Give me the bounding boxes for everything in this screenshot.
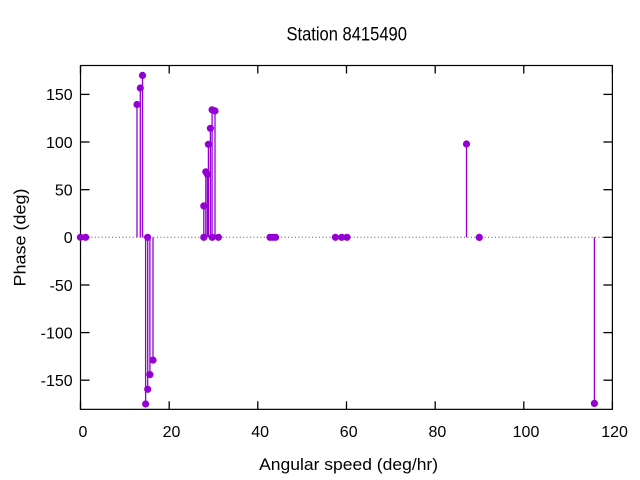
svg-text:80: 80 xyxy=(429,424,447,441)
svg-text:0: 0 xyxy=(64,230,73,247)
svg-text:100: 100 xyxy=(513,424,540,441)
svg-text:-50: -50 xyxy=(50,278,73,295)
svg-text:60: 60 xyxy=(340,424,358,441)
svg-text:-150: -150 xyxy=(41,373,73,390)
svg-text:50: 50 xyxy=(55,183,73,200)
svg-text:-100: -100 xyxy=(41,325,73,342)
svg-text:Angular speed (deg/hr): Angular speed (deg/hr) xyxy=(259,456,438,474)
svg-text:0: 0 xyxy=(78,424,87,441)
svg-text:150: 150 xyxy=(46,87,73,104)
svg-text:Station 8415490: Station 8415490 xyxy=(286,24,407,46)
svg-text:20: 20 xyxy=(163,424,181,441)
svg-text:40: 40 xyxy=(251,424,269,441)
svg-text:100: 100 xyxy=(46,135,73,152)
svg-text:120: 120 xyxy=(601,424,628,441)
svg-text:Phase (deg): Phase (deg) xyxy=(12,189,30,287)
